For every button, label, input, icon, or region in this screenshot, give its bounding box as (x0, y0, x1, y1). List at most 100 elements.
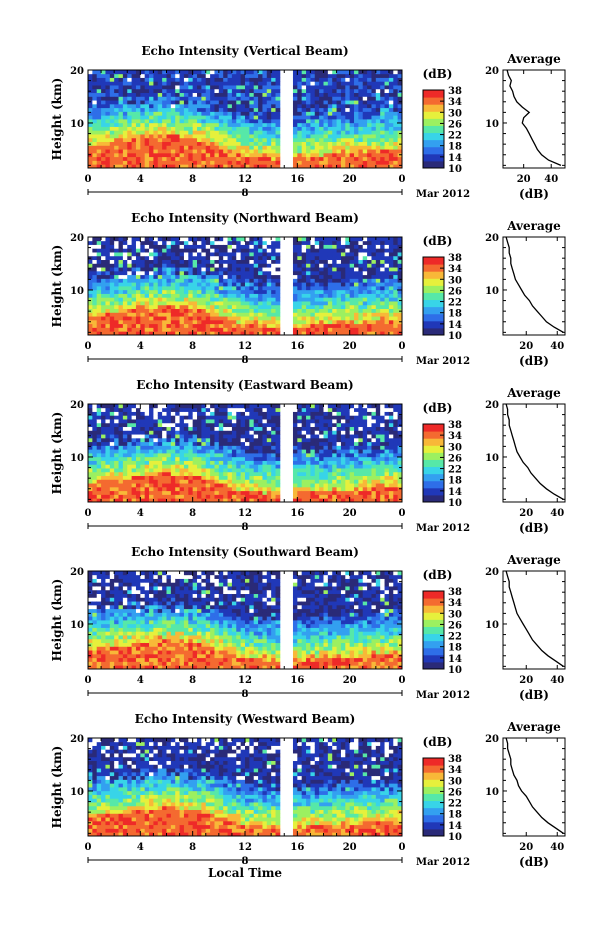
heatmap-cell (367, 103, 372, 109)
heatmap-cell (349, 145, 355, 150)
heatmap-cell (358, 331, 364, 336)
heatmap-cell (388, 107, 394, 112)
heatmap-cell (349, 252, 355, 257)
heatmap-cell (384, 293, 390, 298)
heatmap-cell (218, 77, 224, 82)
heatmap-cell (153, 456, 159, 461)
heatmap-cell (327, 308, 333, 313)
heatmap-cell (362, 130, 368, 135)
heatmap-cell (88, 301, 93, 306)
heatmap-cell (393, 255, 399, 261)
heatmap-cell (183, 259, 189, 264)
heatmap-cell (249, 240, 255, 245)
heatmap-cell (336, 263, 342, 268)
heatmap-cell (122, 319, 128, 325)
heatmap-cell (192, 73, 198, 78)
heatmap-cell (201, 456, 207, 461)
heatmap-cell (306, 111, 311, 116)
heatmap-cell (122, 293, 128, 298)
heatmap-cell (175, 156, 180, 161)
heatmap-cell (388, 92, 394, 97)
heatmap-cell (253, 259, 259, 264)
heatmap-cell (231, 270, 237, 276)
heatmap-cell (349, 278, 355, 283)
heatmap-cell (188, 240, 194, 245)
heatmap-cell (127, 483, 133, 488)
heatmap-cell (144, 77, 150, 82)
heatmap-cell (340, 252, 346, 257)
heatmap-cell (105, 316, 111, 321)
heatmap-cell (153, 111, 159, 116)
heatmap-cell (218, 453, 224, 458)
heatmap-cell (144, 441, 150, 446)
heatmap-cell (275, 137, 281, 143)
heatmap-cell (140, 327, 146, 332)
heatmap-cell (323, 293, 329, 298)
heatmap-cell (223, 267, 228, 272)
heatmap-cell (266, 88, 272, 94)
heatmap-cell (292, 70, 298, 75)
heatmap-cell (375, 141, 381, 146)
heatmap-cell (118, 449, 124, 454)
heatmap-cell (88, 441, 93, 446)
heatmap-cell (175, 327, 180, 332)
heatmap-cell (236, 70, 242, 75)
heatmap-cell (205, 259, 211, 264)
heatmap-cell (306, 293, 311, 298)
heatmap-cell (105, 297, 111, 302)
heatmap-cell (183, 286, 189, 291)
heatmap-cell (210, 297, 215, 302)
heatmap-cell (149, 479, 154, 484)
heatmap-cell (249, 73, 255, 78)
heatmap-cell (105, 449, 111, 454)
heatmap-cell (332, 270, 337, 276)
heatmap-cell (188, 449, 194, 454)
heatmap-cell (188, 289, 194, 294)
heatmap-cell (388, 331, 394, 336)
heatmap-cell (114, 437, 119, 443)
heatmap-cell (192, 411, 198, 416)
heatmap-cell (336, 278, 342, 283)
heatmap-cell (127, 282, 133, 287)
heatmap-cell (323, 137, 329, 143)
heatmap-cell (109, 130, 115, 135)
heatmap-cell (170, 160, 176, 165)
heatmap-cell (153, 293, 159, 298)
heatmap-cell (354, 282, 359, 287)
heatmap-cell (109, 483, 115, 488)
heatmap-cell (197, 441, 202, 446)
heatmap-cell (131, 445, 137, 450)
heatmap-cell (358, 126, 364, 131)
heatmap-cell (135, 119, 141, 124)
heatmap-cell (105, 331, 111, 336)
heatmap-cell (301, 149, 307, 154)
heatmap-cell (170, 145, 176, 150)
panel-2: Echo Intensity (Northward Beam)0 4 8 12 16 20… (50, 211, 566, 368)
heatmap-cell (144, 240, 150, 245)
heatmap-cell (127, 327, 133, 332)
heatmap-cell (175, 419, 180, 424)
heatmap-cell (144, 316, 150, 321)
heatmap-cell (223, 122, 228, 127)
heatmap-cell (92, 498, 98, 503)
heatmap-cell (236, 411, 242, 416)
heatmap-cell (227, 471, 233, 477)
heatmap-cell (301, 259, 307, 264)
heatmap-cell (122, 316, 128, 321)
heatmap-cell (371, 160, 377, 165)
heatmap-cell (362, 304, 368, 310)
heatmap-cell (183, 96, 189, 101)
heatmap-cell (166, 134, 172, 139)
heatmap-cell (314, 259, 320, 264)
heatmap-cell (253, 252, 259, 257)
heatmap-cell (153, 92, 159, 97)
heatmap-cell (105, 304, 111, 310)
heatmap-cell (101, 248, 106, 253)
heatmap-cell (231, 430, 237, 435)
heatmap-cell (144, 130, 150, 135)
heatmap-cell (336, 319, 342, 325)
heatmap-cell (183, 293, 189, 298)
heatmap-cell (214, 259, 220, 264)
heatmap-cell (109, 460, 115, 465)
heatmap-cell (149, 96, 154, 101)
